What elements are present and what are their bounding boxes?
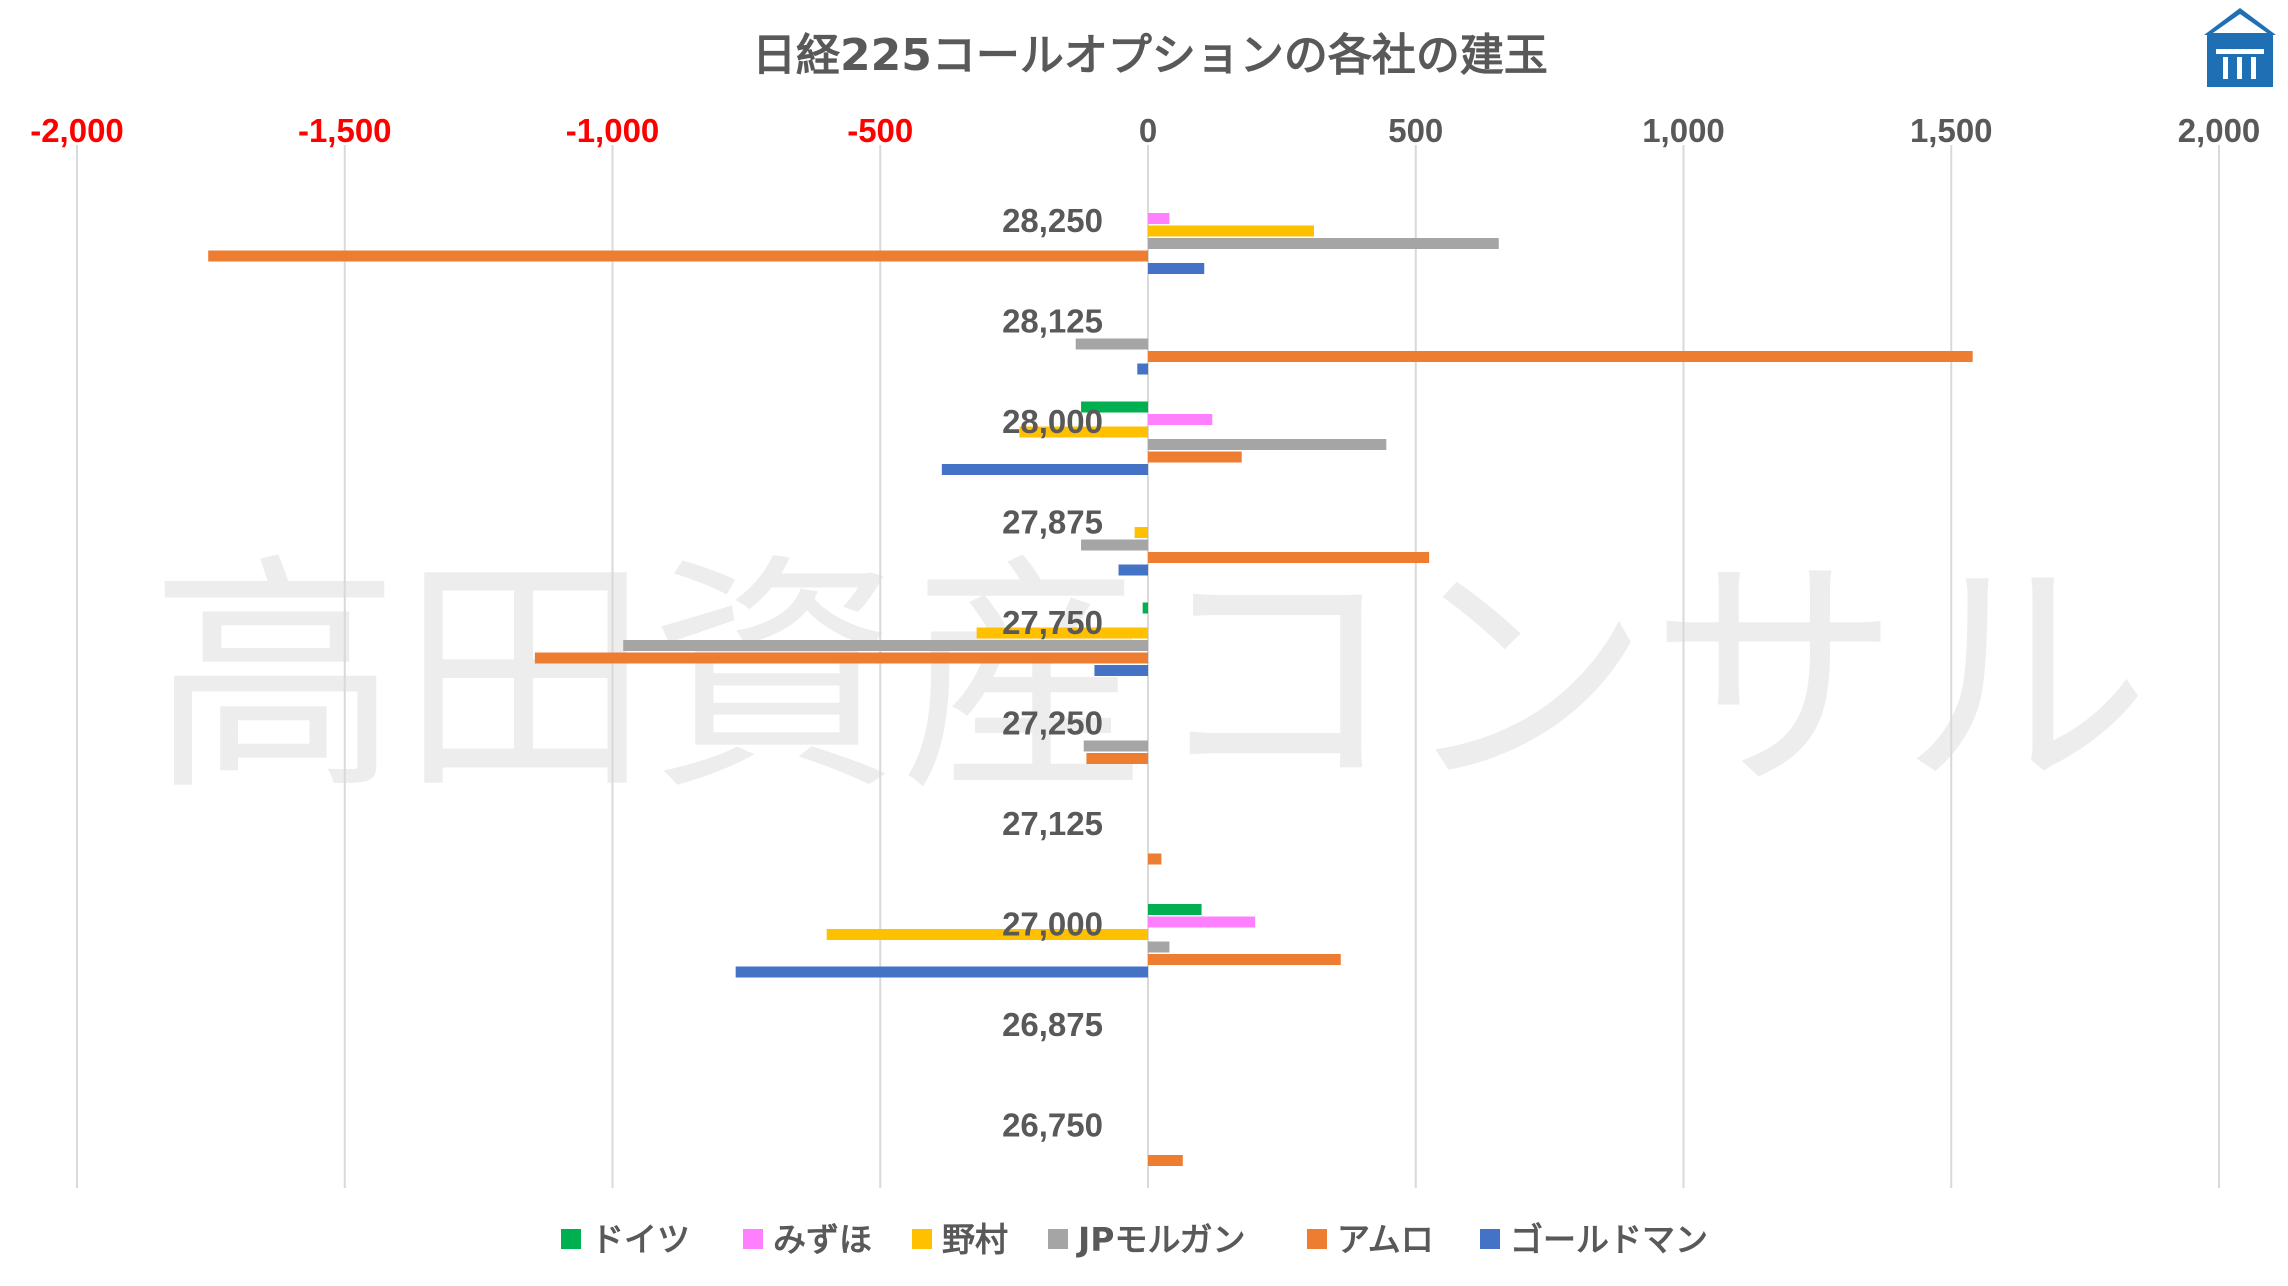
category-labels: 28,250 28,125 28,000 27,875 27,750 27,250 27,1…	[1002, 202, 1103, 1144]
legend-label: ドイツ	[591, 1220, 690, 1259]
legend-swatch	[743, 1229, 763, 1249]
legend-label: JPモルガン	[1076, 1220, 1245, 1259]
category-label: 27,125	[1002, 805, 1103, 842]
bar	[1075, 338, 1148, 350]
legend-label: アムロ	[1337, 1220, 1434, 1259]
legend-label: 野村	[942, 1220, 1008, 1259]
category-label: 27,875	[1002, 504, 1103, 541]
legend-swatch	[1480, 1229, 1500, 1249]
watermark: 高田資産コンサル	[150, 533, 2150, 824]
bar	[735, 966, 1148, 978]
bar	[1019, 426, 1148, 438]
legend-label: みずほ	[773, 1220, 872, 1259]
bar	[1148, 238, 1499, 249]
bar	[1148, 439, 1387, 450]
x-tick-label: 0	[1139, 112, 1157, 149]
category-label: 27,750	[1002, 604, 1103, 641]
bar	[1148, 916, 1256, 928]
x-tick-label: 1,500	[1910, 112, 1993, 149]
bar	[1148, 213, 1170, 224]
legend-swatch	[1048, 1229, 1068, 1249]
bar	[1148, 225, 1315, 237]
bar	[1148, 552, 1430, 563]
legend-swatch	[912, 1229, 932, 1249]
bar	[1148, 954, 1341, 965]
bar	[623, 640, 1148, 651]
category-label: 26,750	[1002, 1107, 1103, 1144]
category-label: 27,250	[1002, 705, 1103, 742]
category-label: 26,875	[1002, 1006, 1103, 1043]
x-tick-label: -1,000	[566, 112, 660, 149]
bar	[1148, 414, 1213, 425]
legend-label: ゴールドマン	[1510, 1220, 1708, 1259]
bar	[1134, 527, 1148, 538]
bar	[1148, 941, 1170, 953]
gridlines	[76, 145, 2220, 1188]
bar	[976, 627, 1148, 639]
bar	[208, 250, 1148, 262]
bar	[1148, 853, 1162, 865]
x-tick-label: -500	[847, 112, 913, 149]
bar	[1094, 665, 1148, 676]
bar	[941, 464, 1148, 475]
legend-swatch	[1307, 1229, 1327, 1249]
bar	[1118, 564, 1148, 576]
bar	[1137, 363, 1148, 375]
x-axis-ticks: -2,000 -1,500 -1,000 -500 0 500 1,000 1,500 2,00…	[30, 112, 2260, 149]
bar	[534, 652, 1148, 664]
x-tick-label: -2,000	[30, 112, 124, 149]
bar	[1086, 753, 1148, 764]
logo-icon	[2204, 8, 2276, 87]
bar	[1148, 904, 1202, 915]
bars	[208, 213, 1973, 1166]
category-label: 27,000	[1002, 906, 1103, 943]
bar	[1148, 451, 1242, 463]
legend-swatch	[561, 1229, 581, 1249]
legend: ドイツ みずほ 野村 JPモルガン アムロ ゴールドマン	[561, 1220, 1708, 1259]
bar	[1081, 539, 1148, 551]
bar	[1142, 602, 1148, 614]
bar	[1148, 351, 1973, 362]
bar	[1083, 740, 1148, 752]
bar	[1081, 401, 1148, 413]
bar	[1148, 263, 1205, 274]
bar	[1148, 1155, 1183, 1166]
category-label: 28,125	[1002, 303, 1103, 340]
x-tick-label: -1,500	[298, 112, 392, 149]
category-label: 28,250	[1002, 202, 1103, 239]
bar	[826, 929, 1148, 940]
x-tick-label: 1,000	[1642, 112, 1725, 149]
x-tick-label: 2,000	[2178, 112, 2261, 149]
x-tick-label: 500	[1388, 112, 1443, 149]
chart-title: 日経225コールオプションの各社の建玉	[752, 30, 1548, 81]
category-label: 28,000	[1002, 403, 1103, 440]
